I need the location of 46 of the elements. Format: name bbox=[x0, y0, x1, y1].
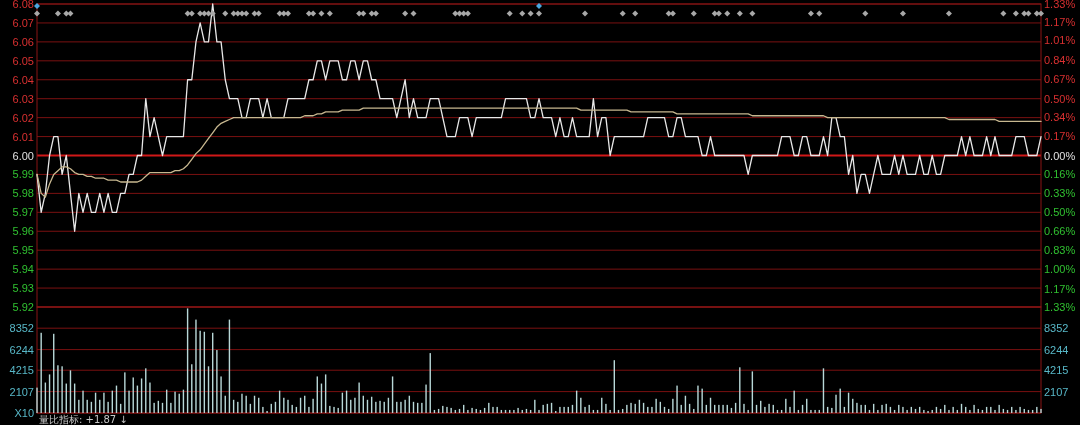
y2-tick-label: 1.17% bbox=[1044, 282, 1076, 295]
y2-tick-label: 2107 bbox=[1044, 385, 1069, 398]
y2-tick-label: 0.33% bbox=[1044, 187, 1076, 200]
y-tick-label: 6244 bbox=[9, 343, 34, 356]
y2-tick-label: 0.50% bbox=[1044, 206, 1076, 219]
y2-tick-label: 1.01% bbox=[1044, 34, 1076, 47]
y2-tick-label: 1.17% bbox=[1044, 16, 1076, 29]
y2-tick-label: 0.66% bbox=[1044, 224, 1076, 237]
y-tick-label: 6.05 bbox=[12, 54, 34, 67]
line-series bbox=[36, 107, 1042, 198]
y-tick-label: 6.07 bbox=[12, 16, 34, 29]
y-tick-label: 6.01 bbox=[12, 130, 34, 143]
y-tick-label: 5.93 bbox=[12, 282, 34, 295]
y-tick-label: 2107 bbox=[9, 385, 34, 398]
text: 量比指标: +1.87 ↓ bbox=[39, 414, 128, 425]
y2-tick-label: 8352 bbox=[1044, 322, 1069, 335]
y-tick-label: 5.92 bbox=[12, 301, 34, 313]
y-tick-label: 5.94 bbox=[12, 263, 34, 276]
y2-tick-label: 4215 bbox=[1044, 364, 1069, 377]
y-tick-label: 5.97 bbox=[12, 206, 34, 219]
y-tick-label: 5.96 bbox=[12, 225, 34, 238]
y-tick-label: 6.06 bbox=[12, 35, 34, 48]
y2-tick-label: 0.67% bbox=[1044, 73, 1076, 86]
y2-tick-label: 0.00% bbox=[1044, 149, 1076, 162]
y-tick-label: 4215 bbox=[9, 364, 34, 377]
y-tick-label: 6.02 bbox=[12, 111, 34, 124]
y-tick-label: X10 bbox=[14, 407, 34, 419]
y2-tick-label: 1.33% bbox=[1044, 0, 1076, 10]
line-series bbox=[36, 3, 1042, 232]
y-tick-label: 6.00 bbox=[12, 149, 34, 162]
y2-tick-label: 0.34% bbox=[1044, 110, 1076, 123]
y2-tick-label: 0.17% bbox=[1044, 130, 1076, 143]
y2-tick-label: 1.33% bbox=[1044, 301, 1076, 313]
y2-tick-label: 6244 bbox=[1044, 343, 1069, 356]
y-tick-label: 5.99 bbox=[12, 168, 34, 181]
y2-tick-label: 0.16% bbox=[1044, 167, 1076, 180]
y2-tick-label: 0.83% bbox=[1044, 244, 1076, 257]
y2-tick-label: 0.84% bbox=[1044, 53, 1076, 66]
y-tick-label: 5.98 bbox=[12, 187, 34, 200]
y-tick-label: 8352 bbox=[9, 322, 34, 335]
y2-tick-label: 0.50% bbox=[1044, 92, 1076, 105]
y-tick-label: 6.08 bbox=[12, 0, 34, 10]
y2-tick-label: 1.00% bbox=[1044, 263, 1076, 276]
y-tick-label: 6.04 bbox=[12, 73, 34, 86]
y-tick-label: 6.03 bbox=[12, 92, 34, 105]
y-tick-label: 5.95 bbox=[12, 244, 34, 257]
